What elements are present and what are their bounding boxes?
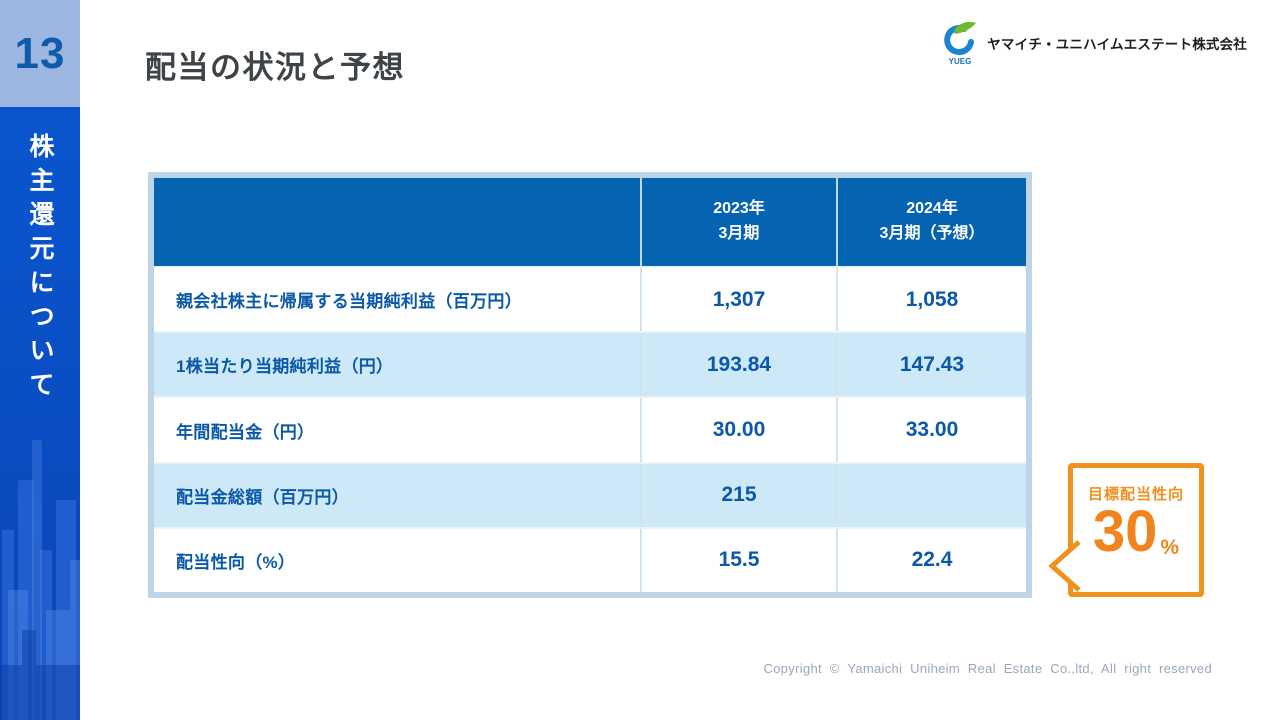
target-payout-callout: 目標配当性向 30 % xyxy=(1048,463,1204,597)
table-row: 配当性向（%） 15.5 22.4 xyxy=(154,526,1026,593)
table-row: 親会社株主に帰属する当期純利益（百万円） 1,307 1,058 xyxy=(154,266,1026,332)
row-value-fy2023: 193.84 xyxy=(640,333,836,397)
row-value-fy2024 xyxy=(836,463,1026,527)
yueg-logo-icon: YUEG xyxy=(944,21,977,66)
callout-value: 30 xyxy=(1092,499,1158,564)
table-row: 年間配当金（円） 30.00 33.00 xyxy=(154,396,1026,462)
callout-pointer xyxy=(1048,540,1081,592)
table-row: 1株当たり当期純利益（円） 193.84 147.43 xyxy=(154,331,1026,397)
sidebar-gradient-overlay xyxy=(0,107,80,527)
dividend-table: 2023年 3月期 2024年 3月期（予想） 親会社株主に帰属する当期純利益（… xyxy=(148,172,1032,598)
copyright-notice: Copyright © Yamaichi Uniheim Real Estate… xyxy=(763,661,1212,676)
row-label: 1株当たり当期純利益（円） xyxy=(176,357,394,377)
company-name: ヤマイチ・ユニハイムエステート株式会社 xyxy=(987,37,1247,52)
page-number-box: 13 xyxy=(0,0,80,107)
city-skyline-graphic xyxy=(0,440,80,720)
table-header-row: 2023年 3月期 2024年 3月期（予想） xyxy=(154,178,1026,266)
table-header-empty-cell xyxy=(154,178,640,266)
callout-label: 目標配当性向 xyxy=(1087,486,1184,503)
row-label: 配当金総額（百万円） xyxy=(176,487,349,507)
row-value-fy2023: 215 xyxy=(640,463,836,527)
row-label: 年間配当金（円） xyxy=(176,422,315,442)
sidebar: 13 株主還元について xyxy=(0,0,80,720)
table-header-fy2024: 2024年 3月期（予想） xyxy=(836,178,1026,266)
row-value-fy2024: 22.4 xyxy=(836,528,1026,593)
logo-icon-text: YUEG xyxy=(949,57,972,66)
row-value-fy2024: 147.43 xyxy=(836,333,1026,397)
row-value-fy2023: 30.00 xyxy=(640,398,836,462)
callout-value-row: 30 % xyxy=(1092,499,1180,564)
row-value-fy2024: 1,058 xyxy=(836,268,1026,332)
row-value-fy2023: 15.5 xyxy=(640,528,836,593)
section-label: 株主還元について xyxy=(26,133,54,405)
callout-unit: % xyxy=(1160,535,1180,559)
page-title: 配当の状況と予想 xyxy=(145,50,405,85)
table-row: 配当金総額（百万円） 215 xyxy=(154,461,1026,527)
row-value-fy2023: 1,307 xyxy=(640,268,836,332)
row-label: 親会社株主に帰属する当期純利益（百万円） xyxy=(176,292,522,312)
company-logo: YUEG ヤマイチ・ユニハイムエステート株式会社 xyxy=(940,20,1247,66)
sidebar-section-panel: 株主還元について xyxy=(0,107,80,720)
row-value-fy2024: 33.00 xyxy=(836,398,1026,462)
page-number: 13 xyxy=(14,28,66,78)
table-header-fy2023: 2023年 3月期 xyxy=(640,178,836,266)
row-label: 配当性向（%） xyxy=(176,552,296,572)
